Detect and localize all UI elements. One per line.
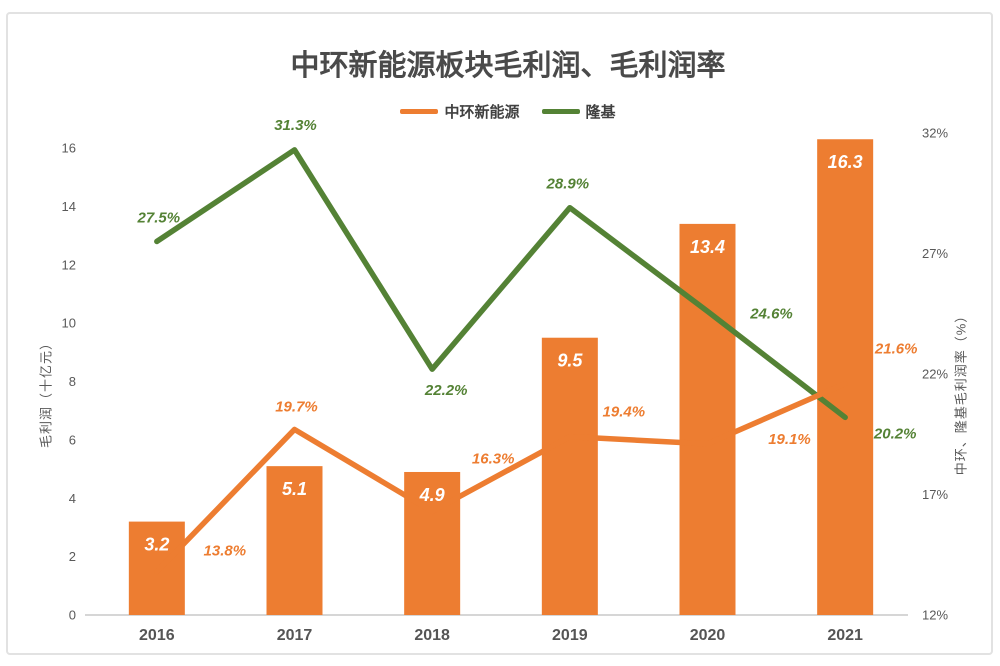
legend-item-longi: 隆基 <box>541 101 616 122</box>
longi-margin-label-2018: 22.2% <box>424 382 468 399</box>
x-axis-label-2016: 2016 <box>139 627 175 644</box>
bar-label-2017: 5.1 <box>282 479 307 499</box>
left-axis-tick-12: 12 <box>62 257 76 272</box>
right-axis-tick-17%: 17% <box>922 487 948 502</box>
zhonghuan-margin-line <box>154 380 848 575</box>
left-axis-tick-2: 2 <box>69 549 76 564</box>
zhonghuan-margin-label-2018: 16.3% <box>472 450 515 467</box>
left-axis-tick-0: 0 <box>69 608 76 623</box>
legend-swatch-longi <box>541 109 580 114</box>
right-axis-tick-32%: 32% <box>922 126 948 141</box>
longi-margin-label-2020: 24.6% <box>749 305 793 322</box>
x-axis-label-2017: 2017 <box>277 627 313 644</box>
right-axis-tick-12%: 12% <box>922 608 948 623</box>
longi-margin-label-2019: 28.9% <box>546 176 590 193</box>
zhonghuan-margin-label-2017: 19.7% <box>275 398 318 415</box>
longi-margin-line <box>154 147 848 421</box>
bar-label-2016: 3.2 <box>144 535 169 555</box>
left-axis-tick-4: 4 <box>69 491 76 506</box>
x-axis-label-2020: 2020 <box>690 627 726 644</box>
zhonghuan-margin-label-2019: 19.4% <box>603 404 646 421</box>
x-axis-label-2019: 2019 <box>552 627 588 644</box>
bar-2021 <box>817 139 874 615</box>
right-axis-tick-27%: 27% <box>922 246 948 261</box>
longi-margin-label-2016: 27.5% <box>137 209 181 226</box>
bar-label-2019: 9.5 <box>557 351 583 371</box>
bar-label-2018: 4.9 <box>419 485 445 505</box>
left-axis-tick-8: 8 <box>69 374 76 389</box>
left-axis-tick-14: 14 <box>62 199 76 214</box>
bar-label-2021: 16.3 <box>828 152 863 172</box>
longi-margin-label-2021: 20.2% <box>873 425 917 442</box>
zhonghuan-margin-label-2021: 21.6% <box>874 341 918 358</box>
legend-label-zhonghuan: 中环新能源 <box>444 104 520 121</box>
left-axis-tick-10: 10 <box>62 316 76 331</box>
zhonghuan-margin-label-2016: 13.8% <box>204 543 247 560</box>
legend: 中环新能源 隆基 <box>8 101 1000 122</box>
chart-title: 中环新能源板块毛利润、毛利润率 <box>290 50 726 82</box>
bar-2019 <box>541 337 598 615</box>
legend-swatch-zhonghuan <box>400 109 439 114</box>
right-axis-tick-22%: 22% <box>922 367 948 382</box>
left-axis-tick-16: 16 <box>62 141 76 156</box>
legend-item-zhonghuan: 中环新能源 <box>400 101 520 122</box>
bar-2017 <box>266 466 323 615</box>
legend-label-longi: 隆基 <box>585 104 616 121</box>
zhonghuan-margin-label-2020: 19.1% <box>768 431 811 448</box>
x-axis-label-2018: 2018 <box>414 627 450 644</box>
bar-label-2020: 13.4 <box>690 237 725 257</box>
x-axis-label-2021: 2021 <box>827 627 863 644</box>
left-axis-tick-6: 6 <box>69 432 76 447</box>
longi-margin-label-2017: 31.3% <box>274 117 317 134</box>
bar-2018 <box>404 471 461 615</box>
bar-2020 <box>679 223 736 615</box>
